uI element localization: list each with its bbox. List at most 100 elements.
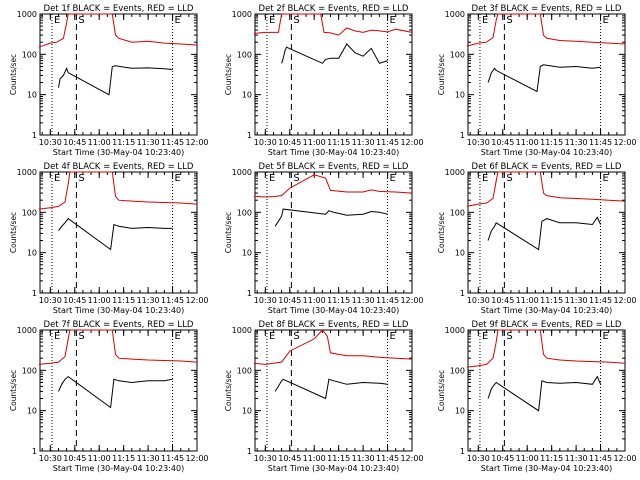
x-tick-label: 11:30 — [137, 138, 160, 147]
events-series-line — [274, 378, 388, 400]
x-tick-label: 11:15 — [112, 454, 135, 463]
y-tick-label: 1000 — [232, 10, 252, 19]
marker-label: E — [175, 173, 181, 184]
x-tick-label: 10:30 — [254, 454, 277, 463]
lld-series-line — [38, 329, 198, 365]
x-tick-label: 11:15 — [540, 296, 563, 305]
marker-label: S — [293, 15, 299, 26]
chart-title: Det 8f BLACK = Events, RED = LLD — [259, 320, 409, 330]
x-tick-label: 12:00 — [400, 138, 423, 147]
marker-label: S — [78, 15, 84, 26]
lld-series-line — [466, 13, 626, 47]
y-tick-label: 1000 — [232, 326, 252, 335]
marker-label: E — [269, 173, 275, 184]
x-tick-label: 10:30 — [254, 296, 277, 305]
events-series-line — [58, 217, 173, 251]
y-tick-label: 10 — [27, 407, 37, 416]
x-tick-label: 10:30 — [39, 296, 62, 305]
x-tick-label: 12:00 — [185, 454, 208, 463]
chart-title: Det 2f BLACK = Events, RED = LLD — [259, 4, 409, 14]
y-tick-label: 100 — [237, 208, 252, 217]
y-axis-label: Counts/sec — [9, 54, 18, 95]
x-tick-label: 11:00 — [303, 138, 326, 147]
lld-series-line — [253, 174, 413, 198]
x-tick-label: 10:45 — [63, 296, 86, 305]
plot-frame — [467, 171, 626, 294]
chart-panel: 1 10 100 1000 10:30 10:45 11:00 11:15 11:30 11:45… — [437, 4, 637, 157]
y-tick-label: 1 — [247, 447, 252, 456]
y-tick-label: 100 — [22, 208, 37, 217]
x-tick-label: 11:45 — [589, 138, 612, 147]
y-tick-label: 100 — [22, 366, 37, 375]
marker-label: E — [175, 331, 181, 342]
chart-title: Det 7f BLACK = Events, RED = LLD — [44, 320, 194, 330]
events-series-line — [487, 64, 601, 93]
y-tick-label: 10 — [242, 91, 252, 100]
y-tick-label: 100 — [450, 208, 465, 217]
chart-title: Det 3f BLACK = Events, RED = LLD — [472, 4, 622, 14]
marker-label: S — [506, 15, 512, 26]
x-tick-label: 11:00 — [88, 454, 111, 463]
x-tick-label: 12:00 — [400, 454, 423, 463]
marker-label: E — [175, 15, 181, 26]
x-axis-label: Start Time (30-May-04 10:23:40) — [268, 148, 399, 157]
x-axis-label: Start Time (30-May-04 10:23:40) — [53, 148, 184, 157]
marker-label: S — [293, 173, 299, 184]
y-axis-label: Counts/sec — [224, 212, 233, 253]
chart-title: Det 4f BLACK = Events, RED = LLD — [44, 162, 194, 172]
x-tick-label: 11:00 — [303, 296, 326, 305]
marker-label: E — [390, 331, 396, 342]
marker-label: E — [603, 15, 609, 26]
y-tick-label: 1 — [460, 447, 465, 456]
lld-series-line — [253, 329, 413, 365]
x-tick-label: 10:30 — [467, 138, 490, 147]
marker-label: E — [603, 331, 609, 342]
marker-label: E — [269, 15, 275, 26]
x-axis-label: Start Time (30-May-04 10:23:40) — [53, 306, 184, 315]
chart-title: Det 1f BLACK = Events, RED = LLD — [44, 4, 194, 14]
chart-panel: 1 10 100 1000 10:30 10:45 11:00 11:15 11:30 11:45… — [437, 320, 637, 473]
y-tick-label: 1 — [32, 447, 37, 456]
x-tick-label: 11:15 — [112, 296, 135, 305]
plot-frame — [254, 329, 413, 452]
marker-label: E — [54, 173, 60, 184]
y-axis-label: Counts/sec — [437, 212, 446, 253]
x-axis-label: Start Time (30-May-04 10:23:40) — [481, 464, 612, 473]
x-tick-label: 10:30 — [39, 138, 62, 147]
y-axis-label: Counts/sec — [437, 370, 446, 411]
y-tick-label: 100 — [450, 366, 465, 375]
plot-frame — [254, 171, 413, 294]
x-tick-label: 11:45 — [376, 454, 399, 463]
x-tick-label: 11:00 — [88, 296, 111, 305]
lld-series-line — [253, 13, 413, 36]
x-tick-label: 12:00 — [613, 138, 636, 147]
x-tick-label: 10:45 — [278, 296, 301, 305]
x-tick-label: 10:45 — [278, 454, 301, 463]
x-tick-label: 10:30 — [39, 454, 62, 463]
marker-label: E — [54, 15, 60, 26]
y-tick-label: 1000 — [17, 168, 37, 177]
y-tick-label: 10 — [242, 407, 252, 416]
x-tick-label: 11:30 — [352, 138, 375, 147]
y-axis-label: Counts/sec — [9, 212, 18, 253]
chart-panel: 1 10 100 1000 10:30 10:45 11:00 11:15 11:30 11:45… — [224, 320, 424, 473]
x-tick-label: 10:30 — [467, 454, 490, 463]
plot-frame — [39, 171, 198, 294]
y-tick-label: 1 — [460, 131, 465, 140]
events-series-line — [274, 208, 388, 227]
y-axis-label: Counts/sec — [224, 54, 233, 95]
lld-series-line — [466, 171, 626, 207]
y-tick-label: 1 — [247, 131, 252, 140]
y-axis-label: Counts/sec — [224, 370, 233, 411]
x-tick-label: 11:15 — [327, 138, 350, 147]
lld-series-line — [38, 171, 198, 210]
y-tick-label: 1 — [460, 289, 465, 298]
x-tick-label: 11:30 — [352, 454, 375, 463]
marker-label: E — [390, 15, 396, 26]
x-tick-label: 11:30 — [137, 296, 160, 305]
chart-title: Det 9f BLACK = Events, RED = LLD — [472, 320, 622, 330]
y-tick-label: 1000 — [445, 168, 465, 177]
y-tick-label: 100 — [22, 50, 37, 59]
x-tick-label: 11:45 — [589, 296, 612, 305]
